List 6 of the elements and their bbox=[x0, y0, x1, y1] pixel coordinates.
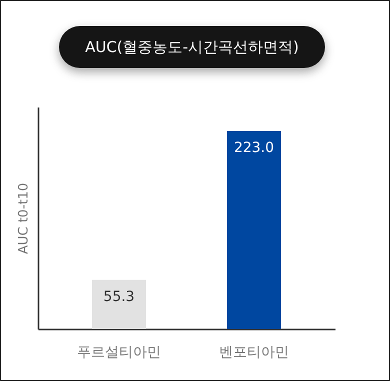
y-axis-title: AUC t0-t10 bbox=[16, 182, 32, 254]
x-tick-label: 벤포티아민 bbox=[219, 344, 289, 360]
chart-title: AUC(혈중농도-시간곡선하면적) bbox=[59, 26, 325, 68]
data-label: 223.0 bbox=[234, 140, 274, 156]
x-tick-label: 푸르설티아민 bbox=[77, 344, 161, 360]
data-label: 55.3 bbox=[103, 288, 135, 305]
